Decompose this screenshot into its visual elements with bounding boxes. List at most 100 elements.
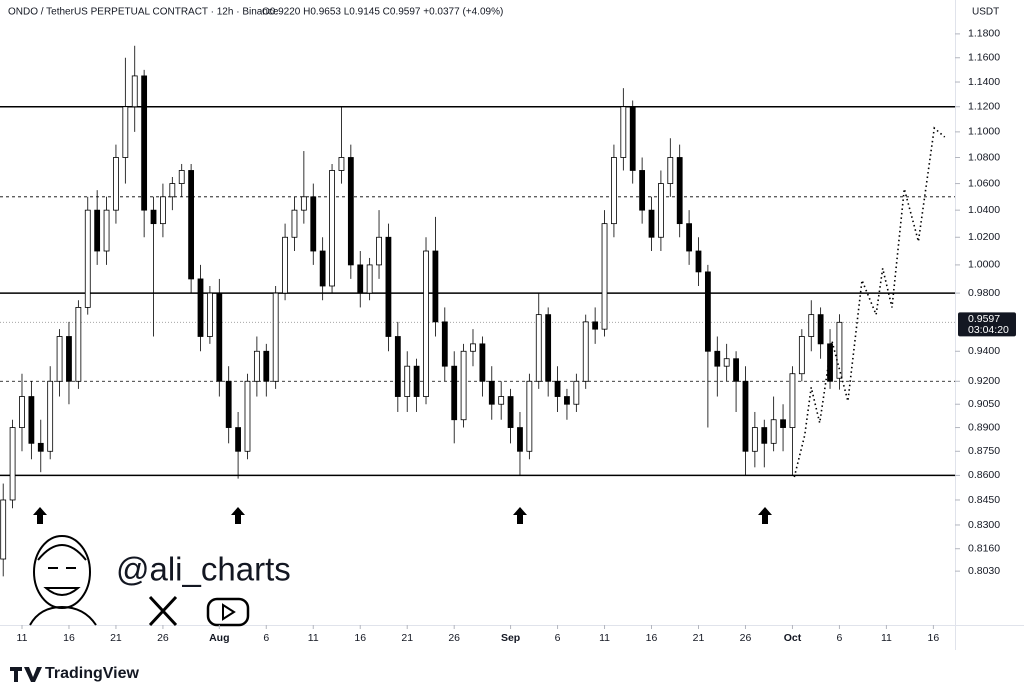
candle-body xyxy=(319,250,326,287)
y-tick-label: 0.9200 xyxy=(968,375,1000,387)
candle-body xyxy=(347,157,354,266)
logo-text: TradingView xyxy=(45,665,140,682)
x-tick-label: 11 xyxy=(599,632,610,644)
x-tick-label: 21 xyxy=(110,632,122,644)
candle-body xyxy=(498,396,505,405)
candle-body xyxy=(629,106,636,171)
y-tick-label: 0.9050 xyxy=(968,398,1000,410)
candle-body xyxy=(488,380,495,405)
x-tick-label: 21 xyxy=(401,632,413,644)
candle-body xyxy=(272,292,279,382)
candle-body xyxy=(413,365,420,397)
candle-body xyxy=(507,396,514,428)
candle-body xyxy=(526,380,533,452)
candle-body xyxy=(56,336,63,382)
y-tick-label: 1.1400 xyxy=(968,76,1000,88)
candle-body xyxy=(122,106,129,158)
x-tick-label: 26 xyxy=(157,632,169,644)
candle-body xyxy=(742,380,749,452)
candle-body xyxy=(188,170,195,280)
arrows xyxy=(33,507,772,524)
x-tick-label: 11 xyxy=(881,632,892,644)
candle-body xyxy=(808,314,815,337)
x-tick-label: 6 xyxy=(837,632,843,644)
candle-body xyxy=(573,380,580,405)
candle-body xyxy=(817,314,824,345)
candle-body xyxy=(770,419,777,444)
logo-mark xyxy=(10,667,42,682)
candle-body xyxy=(554,380,561,397)
candle-body xyxy=(592,321,599,330)
candle-body xyxy=(291,209,298,238)
arrow xyxy=(758,507,772,524)
watermark: @ali_charts xyxy=(116,551,291,588)
y-tick-label: 1.1600 xyxy=(968,52,1000,64)
candle-body xyxy=(479,343,486,382)
y-tick-label: 0.8600 xyxy=(968,469,1000,481)
candle-body xyxy=(432,250,439,323)
candle-body xyxy=(545,314,552,382)
candle-body xyxy=(37,442,44,452)
arrow xyxy=(513,507,527,524)
candle-body xyxy=(282,236,288,294)
x-tick-label: 6 xyxy=(555,632,561,644)
candle-body xyxy=(329,170,335,287)
candle-body xyxy=(178,170,185,184)
candle-body xyxy=(310,196,317,252)
candle-body xyxy=(404,365,411,397)
y-tick-label: 1.0200 xyxy=(968,231,1000,243)
candle-body xyxy=(28,396,35,444)
arrow xyxy=(33,507,47,524)
y-tick-label: 1.0400 xyxy=(968,204,1000,216)
candle-body xyxy=(780,419,786,428)
x-tick-label: 6 xyxy=(263,632,269,644)
x-tick-label: 16 xyxy=(928,632,940,644)
chart-title: ONDO / TetherUS PERPETUAL CONTRACT · 12h… xyxy=(8,7,279,18)
candle-body xyxy=(113,157,119,211)
candle-body xyxy=(723,358,730,367)
candle-body xyxy=(84,209,91,308)
candle-body xyxy=(131,75,138,108)
y-tick-label: 1.1800 xyxy=(968,28,1000,40)
candle-body xyxy=(620,106,627,158)
y-tick-label: 0.8900 xyxy=(968,421,1000,433)
avatar-head xyxy=(33,535,91,609)
y-tick-label: 0.9800 xyxy=(968,287,1000,299)
currency-label: USDT xyxy=(972,7,999,18)
candle-body xyxy=(535,314,542,382)
candle-body xyxy=(789,373,796,428)
candle-body xyxy=(357,264,364,294)
candle-body xyxy=(582,321,589,382)
avatar-mouth xyxy=(43,587,81,596)
candle-body xyxy=(423,250,429,397)
candle-body xyxy=(103,209,110,252)
candle-body xyxy=(19,396,25,428)
video-play xyxy=(222,603,236,621)
candle-body xyxy=(460,350,467,421)
candle-body xyxy=(300,196,307,211)
candle-body xyxy=(253,350,260,382)
x-tick-label: 16 xyxy=(63,632,75,644)
y-tick-label: 1.1200 xyxy=(968,101,1000,113)
candle-body xyxy=(441,321,448,367)
candle-body xyxy=(695,250,702,273)
candle-body xyxy=(385,236,392,337)
y-tick-label: 0.8450 xyxy=(968,494,1000,506)
candle-body xyxy=(141,75,148,211)
candle-body xyxy=(75,307,82,382)
candle-body xyxy=(564,396,570,405)
candle-body xyxy=(686,223,692,252)
y-tick-label: 1.1000 xyxy=(968,126,1000,138)
candle-body xyxy=(827,343,833,382)
avatar-hair xyxy=(37,544,87,561)
candle-body xyxy=(160,196,166,225)
candle-body xyxy=(639,170,646,211)
candle-body xyxy=(47,380,54,452)
y-tick-label: 0.8160 xyxy=(968,542,1000,554)
candle-body xyxy=(9,427,16,501)
candle-body xyxy=(216,292,223,382)
x-tick-label: 21 xyxy=(693,632,705,644)
candle-body xyxy=(836,321,843,379)
x-tick-label: 11 xyxy=(17,632,28,644)
